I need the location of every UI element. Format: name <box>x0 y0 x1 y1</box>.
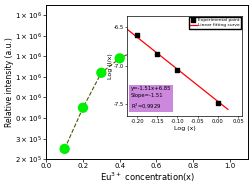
Point <box>209 43 213 46</box>
X-axis label: Eu$^{3+}$ concentration(x): Eu$^{3+}$ concentration(x) <box>99 171 194 184</box>
Point <box>81 106 85 109</box>
Point <box>62 147 66 150</box>
Point <box>190 36 194 39</box>
Point <box>99 71 103 74</box>
Point <box>154 43 158 46</box>
Point <box>227 55 231 58</box>
Point <box>136 48 140 51</box>
Point <box>117 57 121 60</box>
Point <box>172 28 176 31</box>
Y-axis label: Relative intensity (a.u.): Relative intensity (a.u.) <box>5 37 14 127</box>
